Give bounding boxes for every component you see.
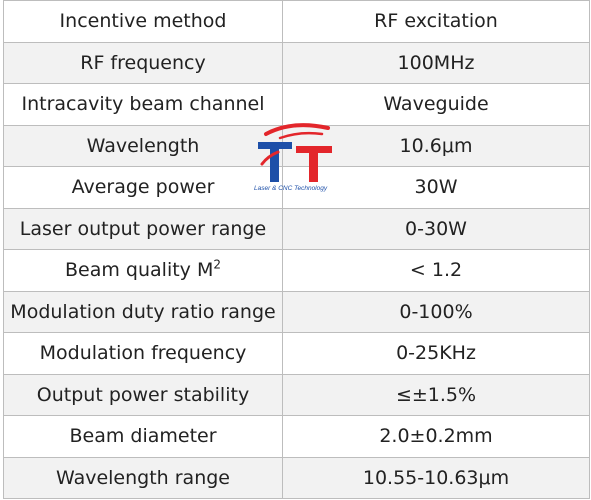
value-cell: Waveguide [282,83,590,126]
table-row: RF frequency 100MHz [3,41,590,84]
param-cell: Laser output power range [3,207,283,250]
laser-spec-table: Incentive method RF excitation RF freque… [3,0,590,499]
param-cell: Wavelength [3,124,283,167]
value-cell: 0-30W [282,207,590,250]
table-row: Laser output power range 0-30W [3,207,590,250]
param-superscript: 2 [213,257,221,272]
table-row: Modulation frequency 0-25KHz [3,332,590,375]
param-cell: Average power [3,166,283,209]
value-cell: ≤±1.5% [282,373,590,416]
table-row: Wavelength 10.6μm [3,124,590,167]
param-cell: Beam quality M2 [3,249,283,292]
value-cell: 0-100% [282,290,590,333]
param-cell: Output power stability [3,373,283,416]
tt-logo-icon [258,123,332,182]
value-cell: 10.6μm [282,124,590,167]
param-cell: Modulation duty ratio range [3,290,283,333]
param-cell: Wavelength range [3,456,283,499]
value-cell: 30W [282,166,590,209]
value-cell: 2.0±0.2mm [282,415,590,458]
logo-caption: Laser & CNC Technology [254,185,328,192]
tt-watermark-logo: Laser & CNC Technology [248,122,344,200]
value-cell: RF excitation [282,0,590,43]
table-row: Beam diameter 2.0±0.2mm [3,415,590,458]
param-cell: Incentive method [3,0,283,43]
param-text: Beam quality M [65,259,214,282]
table-row: Average power 30W [3,166,590,209]
table-row: Modulation duty ratio range 0-100% [3,290,590,333]
param-cell: Beam diameter [3,415,283,458]
table-row: Intracavity beam channel Waveguide [3,83,590,126]
param-cell: RF frequency [3,41,283,84]
value-cell: 0-25KHz [282,332,590,375]
value-cell: 10.55-10.63μm [282,456,590,499]
table-row: Incentive method RF excitation [3,0,590,43]
param-cell: Intracavity beam channel [3,83,283,126]
table-row: Beam quality M2 < 1.2 [3,249,590,292]
table-row: Wavelength range 10.55-10.63μm [3,456,590,499]
value-cell: < 1.2 [282,249,590,292]
table-row: Output power stability ≤±1.5% [3,373,590,416]
param-cell: Modulation frequency [3,332,283,375]
value-cell: 100MHz [282,41,590,84]
